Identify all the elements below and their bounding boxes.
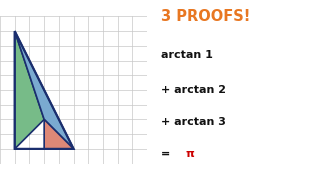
Polygon shape	[15, 31, 44, 149]
Text: 3 PROOFS!: 3 PROOFS!	[161, 9, 250, 24]
Text: =: =	[161, 149, 174, 159]
Text: arctan 1: arctan 1	[161, 50, 213, 60]
Text: + arctan 3: + arctan 3	[161, 117, 226, 127]
Polygon shape	[15, 31, 74, 149]
Text: + arctan 2: + arctan 2	[161, 85, 226, 95]
Text: π: π	[185, 149, 194, 159]
Polygon shape	[44, 120, 74, 149]
